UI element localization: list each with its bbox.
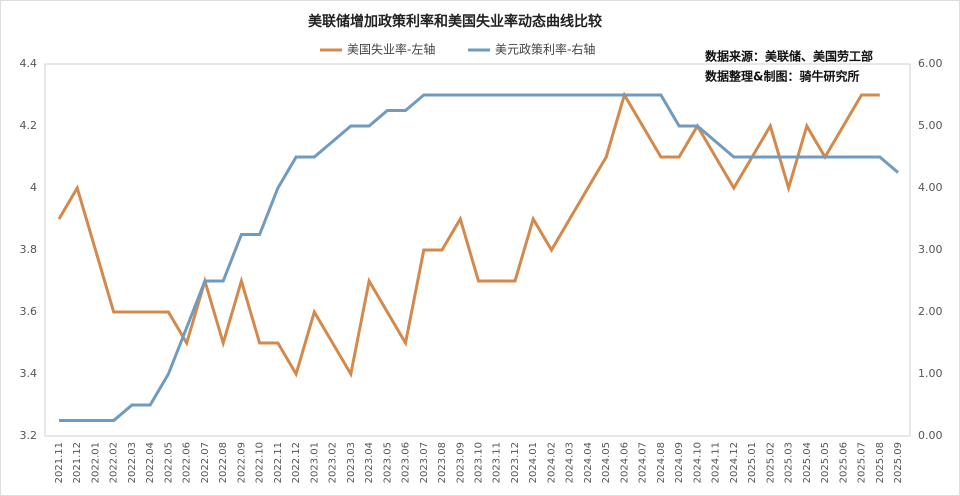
x-tick-label: 2022.12 — [291, 442, 302, 483]
x-tick-label: 2025.03 — [784, 442, 795, 483]
x-tick-label: 2023.02 — [328, 442, 339, 483]
x-tick-label: 2024.06 — [619, 442, 630, 483]
x-tick-label: 2024.05 — [601, 442, 612, 483]
x-tick-label: 2023.03 — [346, 442, 357, 483]
x-tick-label: 2025.04 — [802, 442, 813, 483]
x-tick-label: 2022.05 — [163, 442, 174, 483]
x-tick-label: 2023.04 — [364, 442, 375, 483]
x-tick-label: 2025.01 — [747, 442, 758, 483]
x-tick-label: 2022.10 — [255, 442, 266, 483]
x-tick-label: 2023.05 — [382, 442, 393, 483]
y2-tick-label: 1.00 — [918, 367, 943, 380]
x-tick-label: 2023.08 — [437, 442, 448, 483]
x-tick-label: 2023.06 — [401, 442, 412, 483]
y-tick-label: 3.6 — [20, 305, 38, 318]
x-tick-label: 2024.07 — [638, 442, 649, 483]
x-tick-label: 2025.07 — [857, 442, 868, 483]
x-tick-label: 2022.11 — [273, 442, 284, 483]
x-tick-label: 2021.11 — [54, 442, 65, 483]
y2-tick-label: 0.00 — [918, 429, 943, 442]
y-tick-label: 4 — [30, 181, 37, 194]
x-tick-label: 2022.08 — [218, 442, 229, 483]
x-tick-label: 2024.03 — [565, 442, 576, 483]
x-tick-label: 2022.02 — [109, 442, 120, 483]
y2-tick-label: 4.00 — [918, 181, 943, 194]
annotation: 数据来源：美联储、美国劳工部 — [705, 49, 873, 64]
y-tick-label: 3.2 — [20, 429, 38, 442]
legend-label: 美国失业率-左轴 — [347, 42, 435, 57]
x-tick-label: 2024.01 — [528, 442, 539, 483]
annotation: 数据整理&制图：骑牛研究所 — [705, 69, 859, 84]
x-tick-label: 2024.10 — [692, 442, 703, 483]
series-line — [57, 91, 880, 379]
x-tick-label: 2022.09 — [236, 442, 247, 483]
x-tick-label: 2022.06 — [182, 442, 193, 483]
x-tick-label: 2023.01 — [309, 442, 320, 483]
x-tick-label: 2025.09 — [893, 442, 904, 483]
y-tick-label: 4.2 — [20, 119, 38, 132]
x-tick-label: 2025.05 — [820, 442, 831, 483]
series-line — [59, 93, 899, 422]
x-tick-label: 2023.12 — [510, 442, 521, 483]
y2-tick-label: 6.00 — [918, 57, 943, 70]
legend-label: 美元政策利率-右轴 — [495, 42, 595, 57]
x-tick-label: 2022.01 — [90, 442, 101, 483]
x-tick-label: 2021.12 — [72, 442, 83, 483]
y-tick-label: 4.4 — [20, 57, 38, 70]
x-tick-label: 2024.02 — [546, 442, 557, 483]
x-tick-label: 2023.10 — [474, 442, 485, 483]
x-tick-label: 2023.07 — [419, 442, 430, 483]
x-tick-label: 2022.04 — [145, 442, 156, 483]
x-tick-label: 2025.06 — [838, 442, 849, 483]
x-tick-label: 2022.03 — [127, 442, 138, 483]
chart-title: 美联储增加政策利率和美国失业率动态曲线比较 — [308, 13, 602, 30]
x-tick-label: 2023.11 — [492, 442, 503, 483]
x-tick-label: 2024.12 — [729, 442, 740, 483]
x-tick-label: 2024.09 — [674, 442, 685, 483]
y2-tick-label: 3.00 — [918, 243, 943, 256]
y2-tick-label: 2.00 — [918, 305, 943, 318]
x-tick-label: 2025.08 — [875, 442, 886, 483]
x-tick-label: 2024.04 — [583, 442, 594, 483]
x-tick-label: 2024.11 — [711, 442, 722, 483]
x-tick-label: 2023.09 — [455, 442, 466, 483]
x-tick-label: 2025.02 — [765, 442, 776, 483]
x-tick-label: 2024.08 — [656, 442, 667, 483]
y-tick-label: 3.8 — [20, 243, 38, 256]
y-tick-label: 3.4 — [20, 367, 38, 380]
plot-frame — [44, 63, 911, 437]
y2-tick-label: 5.00 — [918, 119, 943, 132]
x-tick-label: 2022.07 — [200, 442, 211, 483]
